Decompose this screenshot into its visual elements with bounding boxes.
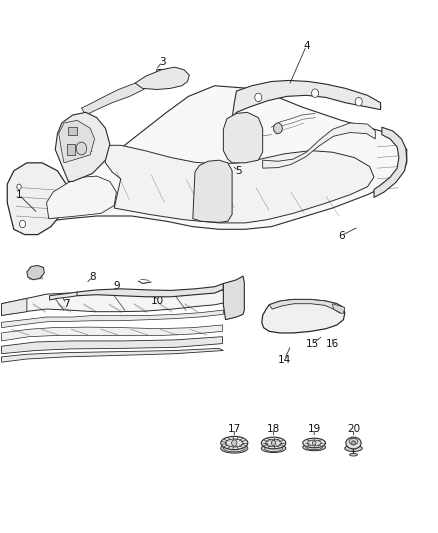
Ellipse shape [261, 444, 286, 453]
Ellipse shape [266, 439, 282, 447]
Text: 8: 8 [89, 272, 95, 282]
Text: 3: 3 [159, 57, 166, 67]
Ellipse shape [306, 445, 322, 450]
Text: 17: 17 [228, 424, 241, 434]
Text: 2: 2 [62, 139, 69, 149]
Text: 7: 7 [63, 298, 70, 309]
Polygon shape [135, 67, 189, 90]
Polygon shape [223, 112, 263, 163]
Polygon shape [49, 292, 77, 300]
Polygon shape [2, 298, 27, 316]
Polygon shape [81, 83, 153, 115]
Ellipse shape [223, 445, 245, 452]
Text: 18: 18 [267, 424, 280, 434]
Ellipse shape [221, 443, 248, 453]
Circle shape [19, 220, 25, 228]
Polygon shape [68, 127, 77, 135]
Ellipse shape [350, 454, 357, 456]
Circle shape [352, 441, 355, 445]
Polygon shape [103, 146, 374, 223]
Text: 14: 14 [278, 354, 291, 365]
Text: 1: 1 [16, 190, 22, 200]
Polygon shape [7, 163, 68, 235]
Text: 5: 5 [235, 166, 242, 176]
Ellipse shape [265, 445, 283, 451]
Circle shape [312, 441, 316, 445]
Polygon shape [2, 310, 223, 328]
Polygon shape [332, 304, 345, 313]
Polygon shape [2, 349, 223, 362]
Circle shape [272, 440, 276, 446]
Polygon shape [374, 127, 407, 197]
Polygon shape [193, 160, 232, 222]
Polygon shape [269, 300, 343, 313]
Text: 16: 16 [326, 338, 339, 349]
Text: 10: 10 [151, 296, 164, 306]
Circle shape [274, 123, 283, 134]
Ellipse shape [226, 439, 243, 447]
Polygon shape [263, 123, 375, 168]
Ellipse shape [346, 437, 361, 449]
Circle shape [255, 93, 262, 102]
Ellipse shape [261, 437, 286, 449]
Circle shape [152, 81, 157, 87]
Text: 20: 20 [347, 424, 360, 434]
Text: 9: 9 [113, 281, 120, 291]
Polygon shape [223, 276, 244, 320]
Ellipse shape [345, 445, 362, 451]
Polygon shape [232, 80, 381, 119]
Text: 15: 15 [306, 338, 319, 349]
Polygon shape [46, 176, 117, 219]
Polygon shape [2, 325, 223, 341]
Circle shape [17, 184, 21, 189]
Circle shape [76, 142, 87, 155]
Polygon shape [67, 144, 75, 155]
Ellipse shape [303, 444, 325, 451]
Text: 6: 6 [338, 231, 345, 241]
Polygon shape [2, 281, 243, 316]
Circle shape [232, 440, 237, 446]
Polygon shape [2, 337, 223, 354]
Ellipse shape [349, 438, 358, 445]
Polygon shape [262, 300, 345, 333]
Text: 4: 4 [303, 41, 310, 51]
Circle shape [311, 89, 318, 98]
Text: 19: 19 [307, 424, 321, 434]
Polygon shape [59, 120, 95, 163]
Polygon shape [71, 284, 223, 297]
Polygon shape [55, 112, 110, 181]
Polygon shape [27, 265, 44, 280]
Ellipse shape [307, 440, 321, 446]
Polygon shape [38, 86, 407, 229]
Circle shape [355, 98, 362, 106]
Ellipse shape [221, 437, 248, 450]
Ellipse shape [303, 438, 325, 448]
